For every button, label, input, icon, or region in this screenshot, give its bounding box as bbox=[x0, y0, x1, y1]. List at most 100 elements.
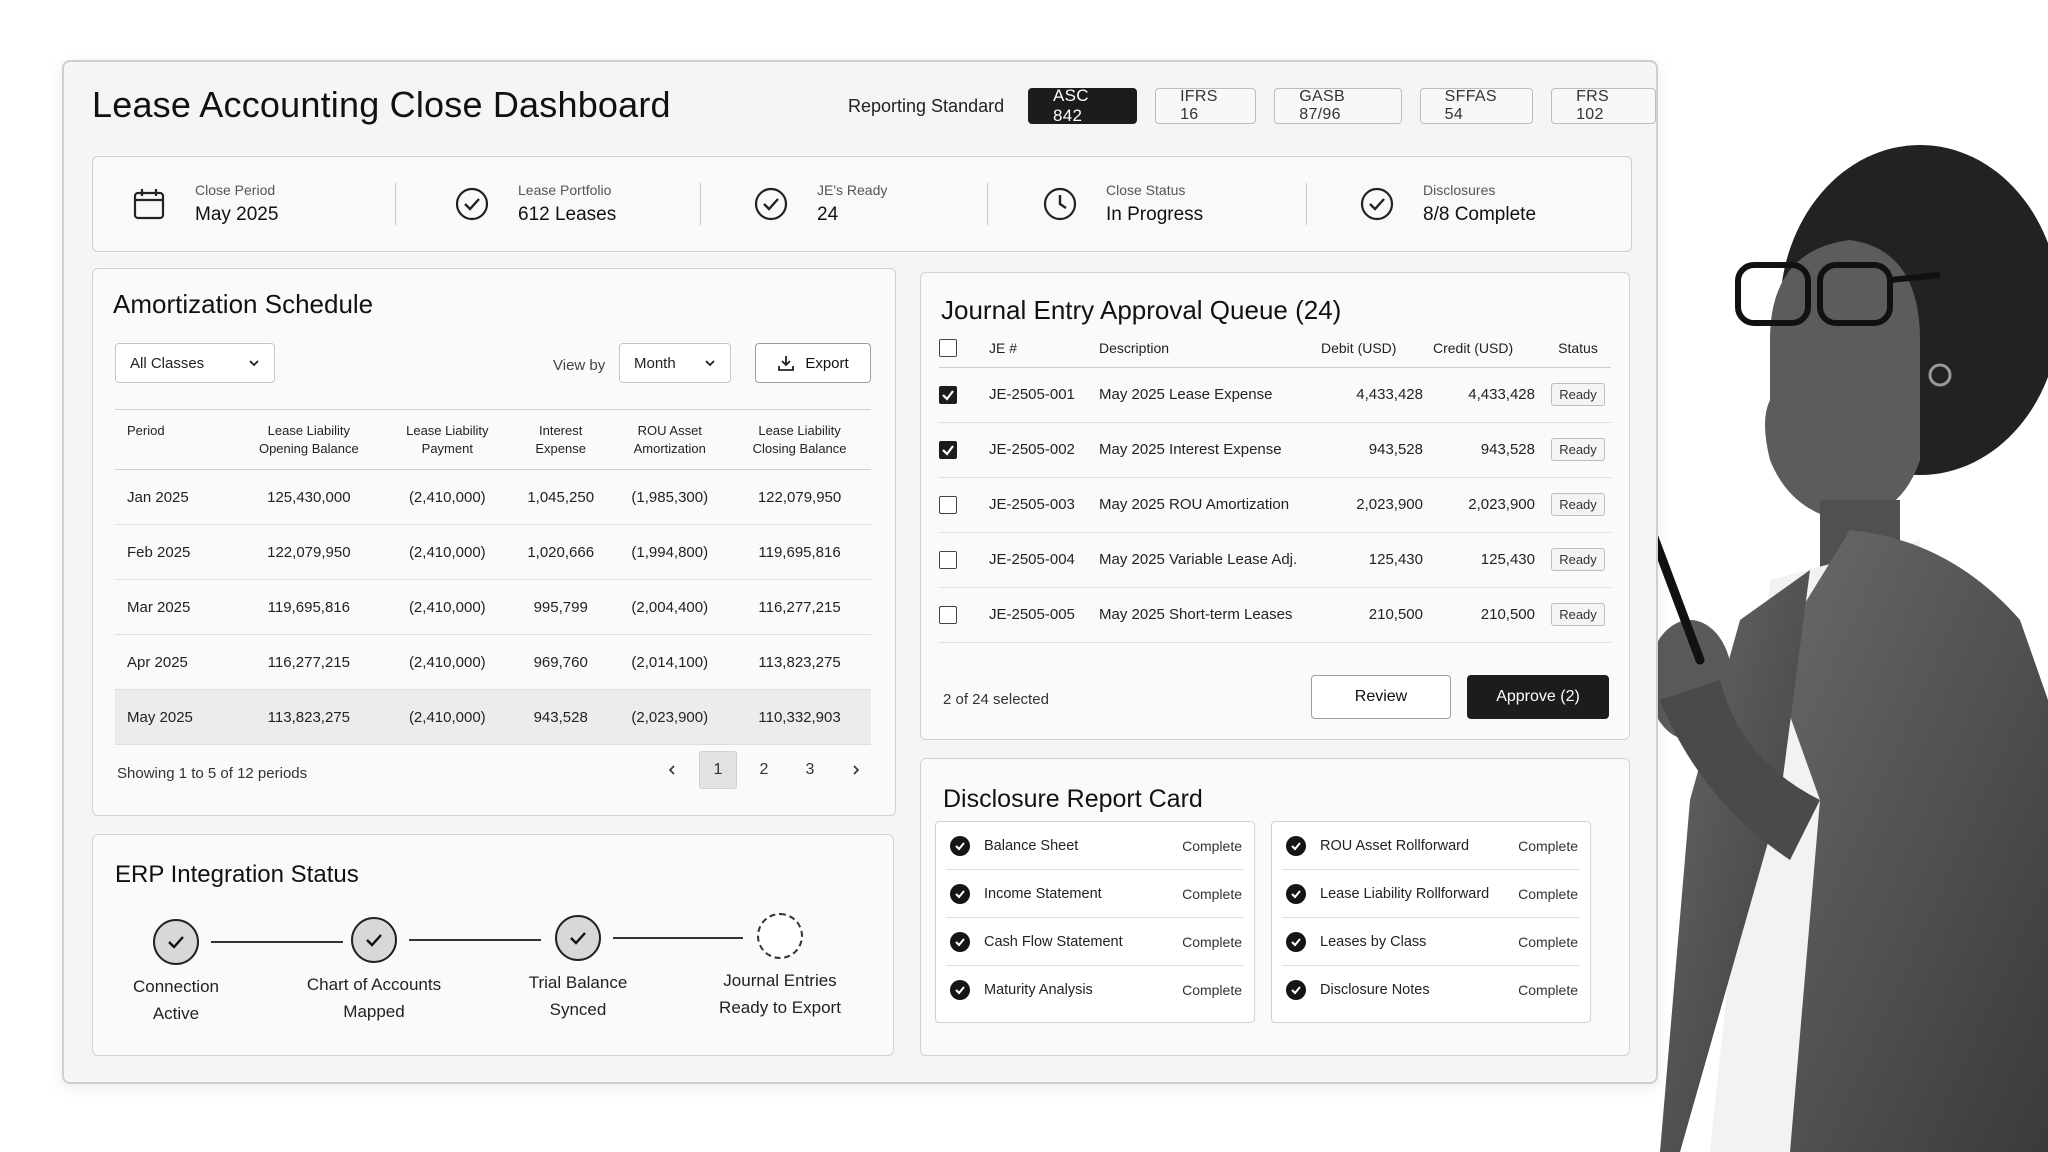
view-by-dropdown[interactable]: Month bbox=[619, 343, 731, 383]
check-circle-icon bbox=[1360, 187, 1394, 221]
je-credit: 210,500 bbox=[1433, 587, 1545, 643]
table-cell: (1,985,300) bbox=[611, 469, 729, 525]
row-checkbox[interactable] bbox=[939, 550, 957, 569]
status-cell: Ready bbox=[1545, 587, 1611, 643]
check-circle-icon bbox=[950, 931, 970, 952]
selection-count: 2 of 24 selected bbox=[943, 691, 1049, 708]
check-circle-icon bbox=[950, 980, 970, 1000]
page-button-3[interactable]: 3 bbox=[805, 761, 815, 778]
column-header: Description bbox=[1099, 329, 1321, 368]
column-header: Credit (USD) bbox=[1433, 329, 1545, 368]
chevron-down-icon bbox=[705, 360, 715, 367]
disclosure-name: Disclosure Notes bbox=[1320, 982, 1430, 998]
view-by-value: Month bbox=[634, 354, 676, 372]
column-header-line: Lease Liability bbox=[406, 422, 489, 438]
row-checkbox[interactable] bbox=[939, 605, 957, 624]
tab-ifrs-16[interactable]: IFRS 16 bbox=[1155, 88, 1257, 124]
table-cell: 995,799 bbox=[509, 579, 612, 635]
tab-frs-102[interactable]: FRS 102 bbox=[1551, 88, 1657, 124]
table-row[interactable]: JE-2505-002 May 2025 Interest Expense 94… bbox=[939, 422, 1611, 478]
list-item: Lease Liability Rollforward Complete bbox=[1282, 870, 1580, 918]
column-header-line: Lease Liability bbox=[267, 422, 351, 438]
row-select-cell bbox=[939, 422, 989, 478]
je-credit: 125,430 bbox=[1433, 532, 1545, 588]
status-cell: Ready bbox=[1545, 532, 1611, 588]
table-row[interactable]: JE-2505-004 May 2025 Variable Lease Adj.… bbox=[939, 532, 1611, 588]
page-button-2[interactable]: 2 bbox=[759, 761, 769, 778]
row-checkbox[interactable] bbox=[939, 385, 957, 404]
column-header-line: Closing Balance bbox=[752, 440, 847, 456]
column-header-line: Lease Liability bbox=[758, 422, 841, 438]
column-header: Lease Liability Closing Balance bbox=[728, 409, 871, 470]
row-select-cell bbox=[939, 532, 989, 588]
disclosure-status: Complete bbox=[1182, 885, 1242, 902]
table-row[interactable]: JE-2505-001 May 2025 Lease Expense 4,433… bbox=[939, 367, 1611, 423]
row-checkbox[interactable] bbox=[939, 495, 957, 514]
tab-asc-842[interactable]: ASC 842 bbox=[1028, 86, 1138, 125]
column-header: JE # bbox=[989, 329, 1099, 368]
check-icon bbox=[168, 936, 184, 949]
row-checkbox[interactable] bbox=[939, 440, 957, 459]
table-cell: 1,045,250 bbox=[509, 469, 612, 525]
je-debit: 2,023,900 bbox=[1321, 477, 1433, 533]
table-row[interactable]: JE-2505-003 May 2025 ROU Amortization 2,… bbox=[939, 477, 1611, 533]
table-row-highlighted[interactable]: May 2025 113,823,275 (2,410,000) 943,528… bbox=[115, 689, 871, 745]
table-cell: Mar 2025 bbox=[115, 579, 233, 635]
kpi-label: Disclosures bbox=[1423, 182, 1496, 198]
erp-integration-card: ERP Integration Status Connection Active… bbox=[92, 834, 894, 1056]
approve-button[interactable]: Approve (2) bbox=[1467, 675, 1609, 719]
page-button-1[interactable]: 1 bbox=[699, 751, 737, 789]
step-label-line1: Journal Entries bbox=[723, 971, 837, 990]
je-id: JE-2505-001 bbox=[989, 367, 1099, 423]
column-header: ROU Asset Amortization bbox=[611, 409, 729, 470]
table-row[interactable]: JE-2505-005 May 2025 Short-term Leases 2… bbox=[939, 587, 1611, 643]
table-cell: (2,004,400) bbox=[611, 579, 729, 635]
status-badge: Ready bbox=[1551, 438, 1605, 461]
calendar-icon bbox=[133, 189, 165, 220]
export-button[interactable]: Export bbox=[755, 343, 871, 383]
je-id: JE-2505-002 bbox=[989, 422, 1099, 478]
step-connector bbox=[211, 941, 343, 943]
table-cell: (2,410,000) bbox=[384, 524, 510, 580]
table-cell: 122,079,950 bbox=[728, 469, 871, 525]
je-debit: 943,528 bbox=[1321, 422, 1433, 478]
column-header: Interest Expense bbox=[509, 409, 612, 470]
column-header: Lease Liability Payment bbox=[384, 409, 510, 470]
next-page-button[interactable] bbox=[837, 751, 875, 789]
kpi-close-period: Close Period May 2025 bbox=[93, 157, 395, 251]
table-cell: 116,277,215 bbox=[728, 579, 871, 635]
divider bbox=[987, 183, 988, 225]
table-cell: 1,020,666 bbox=[509, 524, 612, 580]
kpi-strip: Close Period May 2025 Lease Portfolio 61… bbox=[92, 156, 1632, 252]
disclosure-status: Complete bbox=[1182, 837, 1242, 854]
chevron-right-icon bbox=[853, 765, 860, 775]
list-item: ROU Asset Rollforward Complete bbox=[1282, 822, 1580, 870]
step-label-line1: Trial Balance bbox=[528, 973, 628, 992]
column-header: Lease Liability Opening Balance bbox=[233, 409, 385, 470]
tab-sffas-54[interactable]: SFFAS 54 bbox=[1419, 88, 1534, 124]
je-queue-title: Journal Entry Approval Queue (24) bbox=[941, 295, 1342, 325]
column-header-line: Period bbox=[127, 423, 165, 438]
step-label: Journal Entries Ready to Export bbox=[680, 967, 880, 1021]
column-header-line: ROU Asset bbox=[637, 422, 702, 438]
check-circle-icon bbox=[455, 187, 489, 221]
check-circle-icon bbox=[1286, 931, 1306, 952]
je-description: May 2025 ROU Amortization bbox=[1099, 477, 1321, 533]
step-label-line2: Synced bbox=[549, 1000, 607, 1020]
class-filter-dropdown[interactable]: All Classes bbox=[115, 343, 275, 383]
je-id: JE-2505-005 bbox=[989, 587, 1099, 643]
step-trial-balance bbox=[555, 915, 601, 961]
check-circle-icon bbox=[1286, 883, 1306, 904]
column-header: Period bbox=[115, 409, 233, 470]
prev-page-button[interactable] bbox=[653, 751, 691, 789]
step-label: Connection Active bbox=[76, 973, 276, 1027]
tab-gasb-87-96[interactable]: GASB 87/96 bbox=[1274, 88, 1402, 124]
chevron-left-icon bbox=[668, 765, 675, 775]
select-all-checkbox[interactable] bbox=[939, 338, 957, 357]
review-button[interactable]: Review bbox=[1311, 675, 1451, 719]
list-item: Balance Sheet Complete bbox=[946, 822, 1244, 870]
column-header-line: Amortization bbox=[633, 440, 706, 456]
table-cell: 116,277,215 bbox=[233, 634, 385, 690]
column-header-line: Interest bbox=[539, 422, 583, 438]
check-circle-icon bbox=[950, 835, 970, 856]
